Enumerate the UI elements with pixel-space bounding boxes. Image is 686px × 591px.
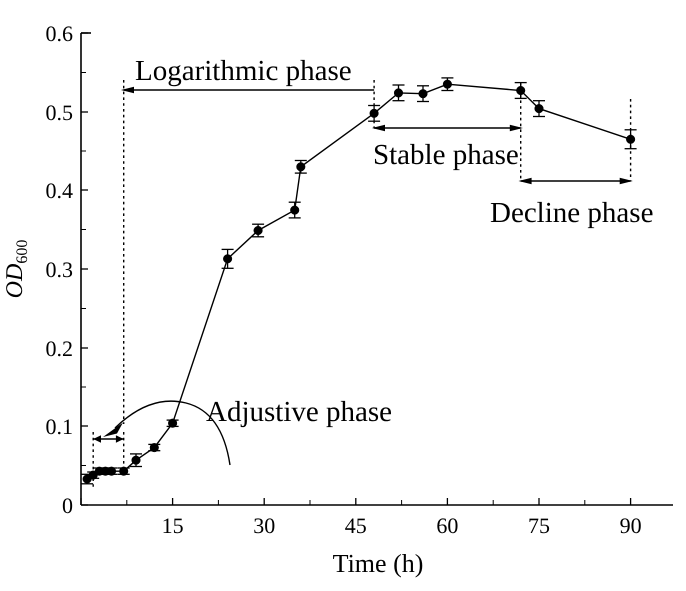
svg-text:45: 45	[345, 513, 367, 538]
svg-text:0.3: 0.3	[46, 257, 74, 282]
svg-text:30: 30	[253, 513, 275, 538]
svg-text:75: 75	[528, 513, 550, 538]
svg-text:Time (h): Time (h)	[333, 549, 424, 578]
svg-text:Decline phase: Decline phase	[490, 197, 653, 229]
svg-text:0: 0	[62, 493, 73, 518]
svg-text:0.4: 0.4	[46, 178, 74, 203]
svg-text:15: 15	[162, 513, 184, 538]
svg-text:90: 90	[620, 513, 642, 538]
svg-text:Adjustive phase: Adjustive phase	[206, 396, 392, 428]
svg-text:Logarithmic phase: Logarithmic phase	[135, 55, 352, 87]
svg-text:60: 60	[436, 513, 458, 538]
svg-text:Stable phase: Stable phase	[373, 139, 519, 171]
svg-text:0.6: 0.6	[46, 21, 74, 46]
svg-text:0.5: 0.5	[46, 100, 74, 125]
svg-text:0.2: 0.2	[46, 336, 74, 361]
svg-text:0.1: 0.1	[46, 414, 74, 439]
